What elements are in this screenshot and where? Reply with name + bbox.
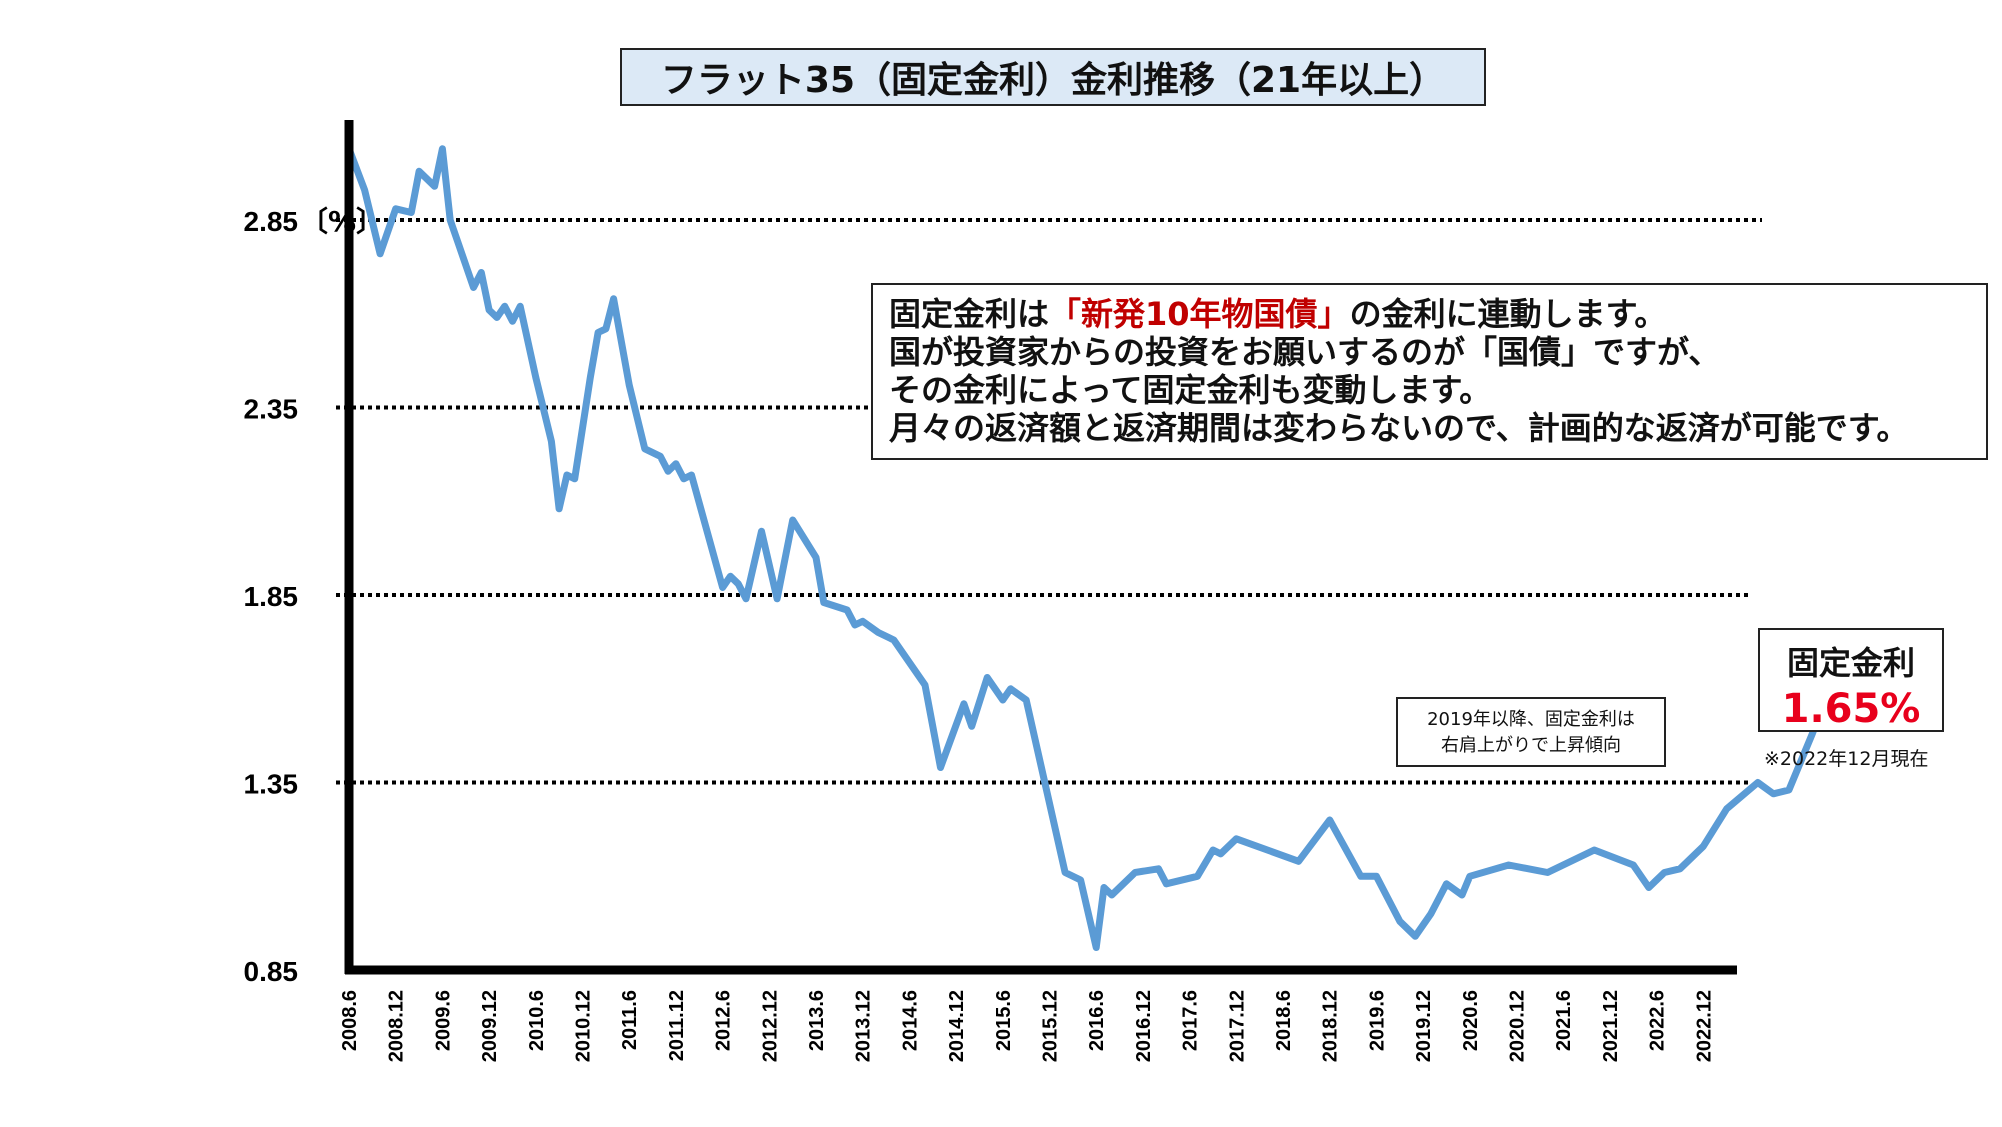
x-tick-label: 2008.6 bbox=[339, 990, 361, 1051]
x-tick-label: 2012.12 bbox=[759, 990, 781, 1062]
x-tick-label: 2020.12 bbox=[1507, 990, 1529, 1062]
x-tick-label: 2015.12 bbox=[1040, 990, 1062, 1062]
chart-title: フラット35（固定金利）金利推移（21年以上） bbox=[620, 48, 1486, 106]
info-line-3: その金利によって固定金利も変動します。 bbox=[889, 371, 1492, 409]
x-tick-label: 2014.12 bbox=[946, 990, 968, 1062]
x-tick-label: 2018.6 bbox=[1273, 990, 1295, 1051]
y-tick-label: 1.35 bbox=[244, 769, 299, 800]
info-line-4: 月々の返済額と返済期間は変わらないので、計画的な返済が可能です。 bbox=[889, 409, 1909, 447]
y-tick-label: 1.85 bbox=[244, 581, 299, 612]
info-line-2: 国が投資家からの投資をお願いするのが「国債」ですが、 bbox=[889, 333, 1721, 371]
info-line-1: 固定金利は「新発10年物国債」の金利に連動します。 bbox=[889, 295, 1667, 333]
x-tick-label: 2017.6 bbox=[1180, 990, 1202, 1051]
current-rate-value: 1.65% bbox=[1781, 686, 1921, 732]
x-tick-label: 2008.12 bbox=[386, 990, 408, 1062]
x-tick-label: 2016.12 bbox=[1133, 990, 1155, 1062]
x-tick-label: 2010.6 bbox=[526, 990, 548, 1051]
x-tick-label: 2010.12 bbox=[573, 990, 595, 1062]
x-tick-label: 2021.12 bbox=[1600, 990, 1622, 1062]
x-tick-label: 2009.12 bbox=[479, 990, 501, 1062]
x-tick-label: 2016.6 bbox=[1086, 990, 1108, 1051]
x-tick-label: 2013.6 bbox=[806, 990, 828, 1051]
x-tick-label: 2019.12 bbox=[1413, 990, 1435, 1062]
current-rate-box: 固定金利 1.65% bbox=[1758, 628, 1944, 732]
x-tick-label: 2009.6 bbox=[432, 990, 454, 1051]
current-rate-label: 固定金利 bbox=[1786, 644, 1915, 682]
rate-series-line bbox=[345, 145, 1847, 951]
x-tick-label: 2014.6 bbox=[899, 990, 921, 1051]
x-tick-label: 2017.12 bbox=[1226, 990, 1248, 1062]
x-tick-label: 2020.6 bbox=[1460, 990, 1482, 1051]
x-tick-label: 2021.6 bbox=[1553, 990, 1575, 1051]
highlight-text: 「新発10年物国債」 bbox=[1049, 295, 1350, 333]
x-tick-label: 2013.12 bbox=[853, 990, 875, 1062]
y-tick-label: 2.35 bbox=[244, 394, 299, 425]
x-tick-label: 2019.6 bbox=[1366, 990, 1388, 1051]
y-tick-labels: 2.85 〔%〕2.351.851.350.85 bbox=[244, 205, 385, 987]
y-tick-label: 2.85 bbox=[244, 206, 299, 237]
y-tick-label: 0.85 bbox=[244, 956, 299, 987]
x-tick-label: 2012.6 bbox=[713, 990, 735, 1051]
x-tick-label: 2015.6 bbox=[993, 990, 1015, 1051]
trend-note: 2019年以降、固定金利は 右肩上がりで上昇傾向 bbox=[1396, 697, 1666, 767]
x-tick-labels: 2008.6 2008.12 2009.6 2009.12 2010.6 2010.12 2… bbox=[339, 990, 1715, 1062]
info-box: 固定金利は「新発10年物国債」の金利に連動します。 国が投資家からの投資をお願い… bbox=[871, 283, 1988, 460]
x-tick-label: 2011.12 bbox=[666, 990, 688, 1061]
x-tick-label: 2022.12 bbox=[1693, 990, 1715, 1062]
x-tick-label: 2018.12 bbox=[1320, 990, 1342, 1062]
x-tick-label: 2022.6 bbox=[1647, 990, 1669, 1051]
as-of-note: ※2022年12月現在 bbox=[1764, 748, 1929, 770]
x-tick-label: 2011.6 bbox=[619, 990, 641, 1050]
